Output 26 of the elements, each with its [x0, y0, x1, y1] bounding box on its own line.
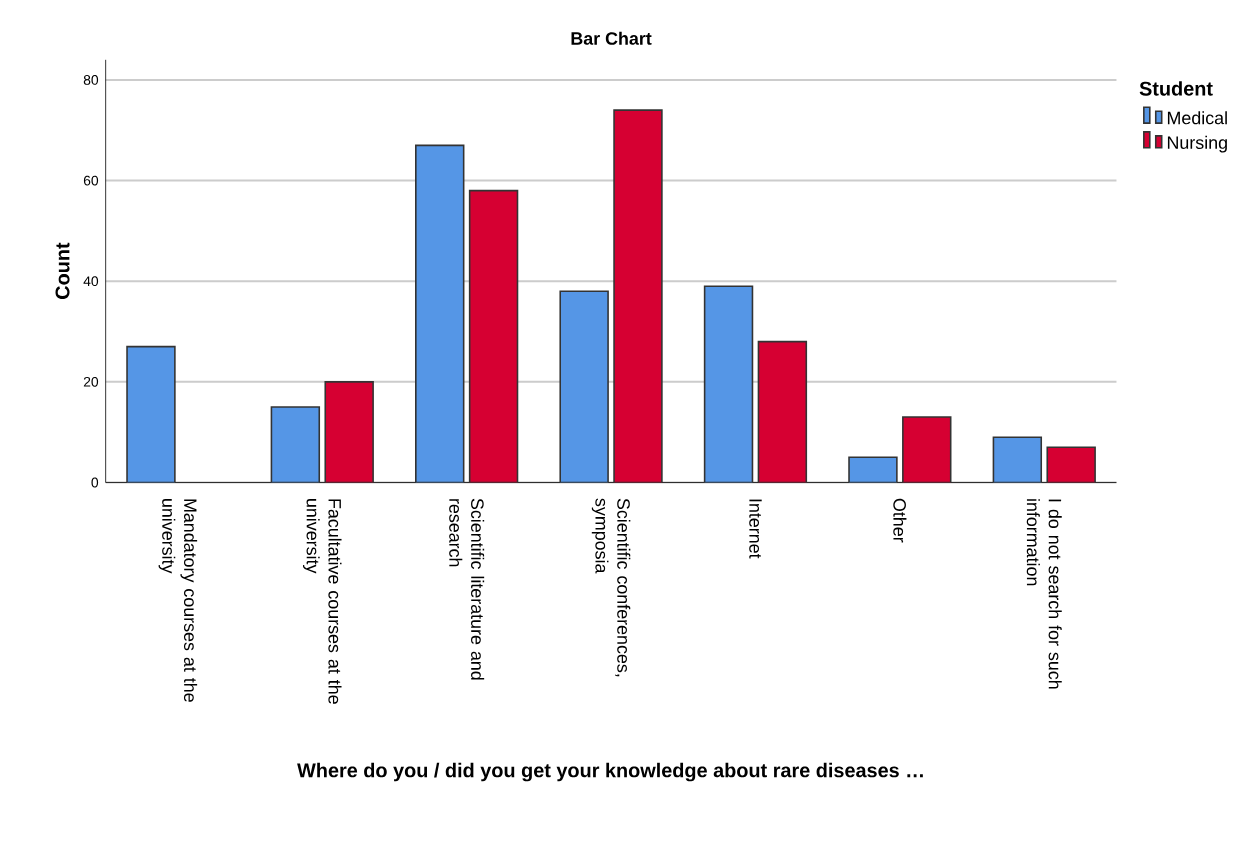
legend-label: Medical	[1167, 111, 1227, 125]
legend-title: Student	[1139, 81, 1213, 97]
bar	[992, 436, 1043, 483]
bar	[324, 381, 374, 483]
x-tick-label: I do not search for such information	[1026, 499, 1062, 689]
y-axis-title: Count	[55, 243, 70, 300]
bar	[126, 346, 176, 483]
x-tick-label: Scientific literature and research	[449, 499, 485, 680]
bar	[757, 341, 808, 483]
bar	[703, 285, 754, 483]
legend-label: Nursing	[1167, 136, 1227, 153]
bar	[559, 290, 609, 483]
chart-title: Bar Chart	[571, 32, 652, 46]
x-tick-label: Internet	[749, 499, 762, 559]
bar	[902, 416, 952, 483]
x-axis-title: Where do you / did you get your knowledge about rare diseases …	[297, 763, 923, 782]
bar	[1046, 446, 1096, 483]
bar	[468, 190, 519, 483]
bar	[613, 109, 663, 483]
x-tick-label: Other	[893, 499, 907, 543]
x-tick-label: Mandatory courses at the university	[158, 499, 198, 703]
x-tick-label: Facultative courses at the university	[303, 499, 342, 705]
bar	[415, 144, 465, 483]
x-tick-label: Scientific conferences, symposia	[591, 498, 631, 677]
bar	[270, 406, 321, 483]
bar	[849, 457, 897, 483]
